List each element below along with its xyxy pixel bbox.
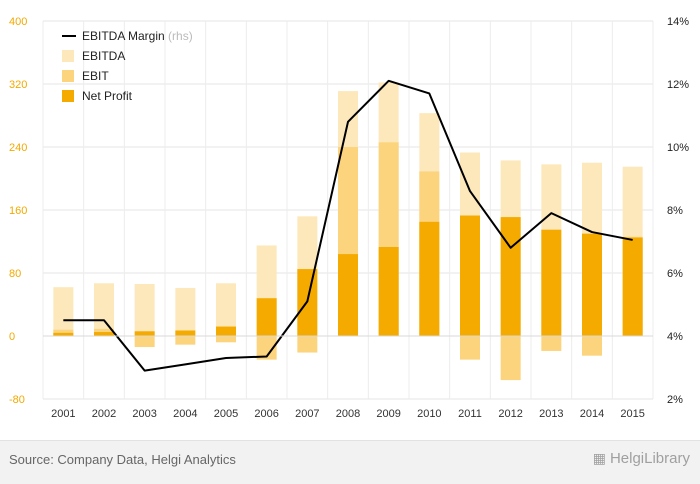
bar-ebit — [541, 336, 562, 351]
legend-label-ebit: EBIT — [82, 69, 109, 83]
bar-ebitda — [53, 287, 74, 336]
bar-net-profit — [419, 221, 440, 336]
x-tick-label: 2001 — [51, 408, 75, 420]
y-right-tick-label: 14% — [667, 16, 689, 28]
x-tick-label: 2015 — [620, 408, 644, 420]
y-left-tick-label: 80 — [9, 268, 21, 280]
bar-net-profit — [378, 247, 399, 336]
bar-net-profit — [53, 332, 74, 336]
bar-net-profit — [175, 330, 196, 336]
legend-marker-net-profit — [62, 90, 74, 102]
x-tick-label: 2010 — [417, 408, 441, 420]
bar-net-profit — [256, 298, 277, 336]
brand-logo: ▦ HelgiLibrary — [593, 450, 690, 467]
bars — [53, 82, 643, 381]
footer: Source: Company Data, Helgi Analytics ▦ … — [0, 440, 700, 484]
bar-ebitda — [94, 283, 114, 336]
x-tick-label: 2009 — [376, 408, 400, 420]
bar-ebit — [175, 336, 196, 345]
y-left-tick-label: 240 — [9, 142, 27, 154]
x-tick-label: 2002 — [92, 408, 116, 420]
y-left-tick-label: -80 — [9, 394, 25, 406]
legend-label-net-profit: Net Profit — [82, 89, 133, 103]
x-tick-label: 2014 — [580, 408, 604, 420]
legend-suffix-rhs: (rhs) — [165, 29, 193, 43]
bar-net-profit — [338, 254, 358, 336]
bar-ebitda — [134, 284, 155, 336]
legend-marker-ebitda — [62, 50, 74, 62]
bar-ebitda — [175, 287, 196, 336]
x-tick-label: 2013 — [539, 408, 563, 420]
bar-ebit — [582, 336, 602, 356]
x-tick-label: 2011 — [458, 408, 482, 420]
brand-name: HelgiLibrary — [609, 450, 690, 467]
chart: -80 2% 0 4% 80 6% 160 8% 240 10% 320 12% 400 14% 2001 2… — [9, 16, 689, 420]
y-right-tick-label: 6% — [667, 268, 683, 280]
legend-label-ebitda: EBITDA — [82, 49, 125, 63]
bar-net-profit — [622, 237, 643, 336]
y-left-tick-label: 160 — [9, 205, 27, 217]
bar-net-profit — [541, 229, 562, 336]
bar-net-profit — [216, 326, 236, 336]
bar-ebitda — [216, 283, 236, 336]
bar-net-profit — [94, 332, 114, 336]
bar-ebit — [256, 336, 277, 360]
y-left-tick-label: 320 — [9, 79, 27, 91]
bar-net-profit — [460, 215, 480, 336]
bar-ebit — [134, 336, 155, 348]
margin-line — [63, 79, 633, 372]
x-tick-label: 2012 — [498, 408, 522, 420]
axes: -80 2% 0 4% 80 6% 160 8% 240 10% 320 12% 400 14% 2001 2… — [9, 16, 689, 420]
bar-net-profit — [134, 331, 155, 336]
x-tick-label: 2004 — [173, 408, 197, 420]
legend-label-ebitda-margin: EBITDA Margin (rhs) — [82, 29, 193, 43]
bar-ebit — [460, 336, 480, 360]
legend: EBITDA Margin (rhs) EBITDA EBIT Net Profit — [62, 29, 193, 103]
x-tick-label: 2006 — [254, 408, 278, 420]
x-tick-label: 2005 — [214, 408, 238, 420]
bar-net-profit — [582, 233, 602, 336]
line-ebitda-margin — [63, 79, 633, 372]
y-right-tick-label: 2% — [667, 394, 683, 406]
x-tick-label: 2007 — [295, 408, 319, 420]
legend-marker-ebit — [62, 70, 74, 82]
bar-ebit — [297, 336, 318, 353]
y-right-tick-label: 10% — [667, 142, 689, 154]
library-building-icon: ▦ — [592, 450, 606, 466]
y-left-tick-label: 0 — [9, 331, 15, 343]
y-right-tick-label: 4% — [667, 331, 683, 343]
bar-ebit — [500, 336, 521, 381]
x-tick-label: 2008 — [336, 408, 360, 420]
x-tick-label: 2003 — [132, 408, 156, 420]
bar-net-profit — [500, 217, 521, 336]
bar-ebit — [216, 336, 236, 343]
y-left-tick-label: 400 — [9, 16, 27, 28]
source-text: Source: Company Data, Helgi Analytics — [9, 452, 236, 467]
y-right-tick-label: 12% — [667, 79, 689, 91]
y-right-tick-label: 8% — [667, 205, 683, 217]
